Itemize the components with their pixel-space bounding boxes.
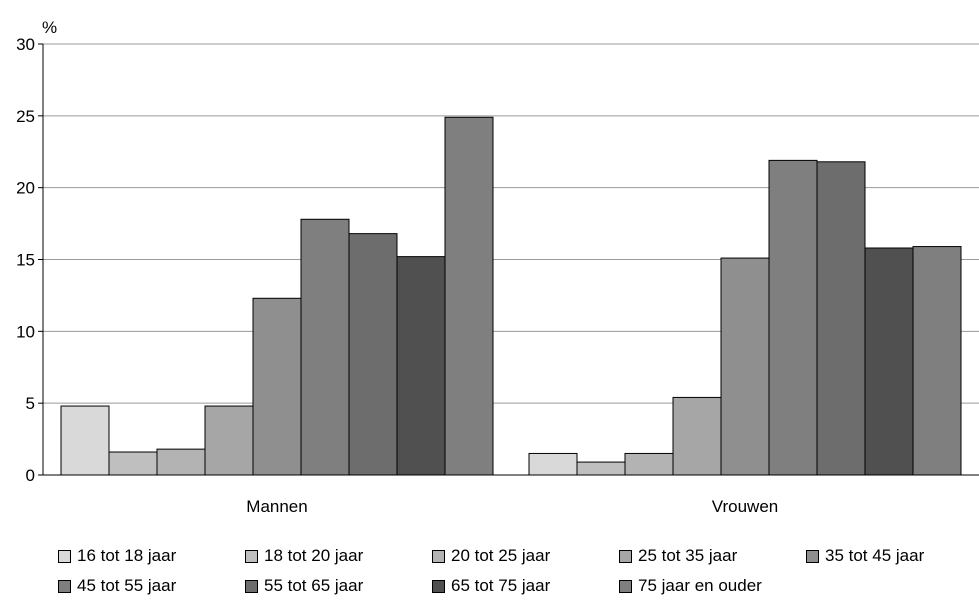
legend-item: 20 tot 25 jaar [432,546,619,566]
bar [444,116,494,476]
category-labels: Mannen Vrouwen [246,497,778,516]
bar [108,451,158,476]
legend-label: 25 tot 35 jaar [638,546,738,565]
legend-item: 75 jaar en ouder [619,576,806,596]
legend-swatch [58,549,71,563]
legend-label: 45 tot 55 jaar [77,576,177,595]
bar [816,161,866,476]
y-tick-label: 30 [16,35,35,54]
legend-swatch [58,579,71,593]
legend-label: 20 tot 25 jaar [451,546,551,565]
bars [60,116,962,476]
legend-item: 35 tot 45 jaar [806,546,966,566]
category-label: Vrouwen [712,497,778,516]
legend: 16 tot 18 jaar 18 tot 20 jaar 20 tot 25 ja… [58,546,973,596]
bar [204,405,254,476]
bar [348,233,398,476]
bar [912,246,962,476]
axes [42,44,979,476]
legend-swatch [432,579,445,593]
y-tick-labels: 0 5 10 15 20 25 30 [16,35,35,485]
bar [720,257,770,476]
legend-swatch [619,549,632,563]
legend-item: 55 tot 65 jaar [245,576,432,596]
bar [528,452,578,476]
legend-swatch [806,549,819,563]
y-tick-label: 10 [16,322,35,341]
bar [300,218,350,476]
y-tick-label: 15 [16,251,35,270]
legend-label: 18 tot 20 jaar [264,546,364,565]
legend-item: 45 tot 55 jaar [58,576,245,596]
legend-label: 16 tot 18 jaar [77,546,177,565]
y-tick-label: 0 [26,466,35,485]
legend-swatch [245,579,258,593]
y-tick-label: 25 [16,107,35,126]
category-label: Mannen [246,497,307,516]
legend-swatch [432,549,445,563]
y-tick-label: 20 [16,179,35,198]
bar [768,159,818,476]
bar [396,256,446,476]
y-tick-label: 5 [26,394,35,413]
legend-swatch [619,579,632,593]
legend-label: 55 tot 65 jaar [264,576,364,595]
legend-swatch [245,549,258,563]
legend-item: 25 tot 35 jaar [619,546,806,566]
bar [60,405,110,476]
y-axis-label: % [42,18,57,37]
legend-label: 65 tot 75 jaar [451,576,551,595]
legend-item: 16 tot 18 jaar [58,546,245,566]
bar [864,247,914,476]
legend-item: 18 tot 20 jaar [245,546,432,566]
bar [672,396,722,476]
legend-label: 75 jaar en ouder [638,576,762,595]
bar [576,461,626,476]
legend-label: 35 tot 45 jaar [825,546,925,565]
legend-item: 65 tot 75 jaar [432,576,619,596]
bar [624,452,674,476]
bar [156,448,206,476]
bar [252,297,302,476]
